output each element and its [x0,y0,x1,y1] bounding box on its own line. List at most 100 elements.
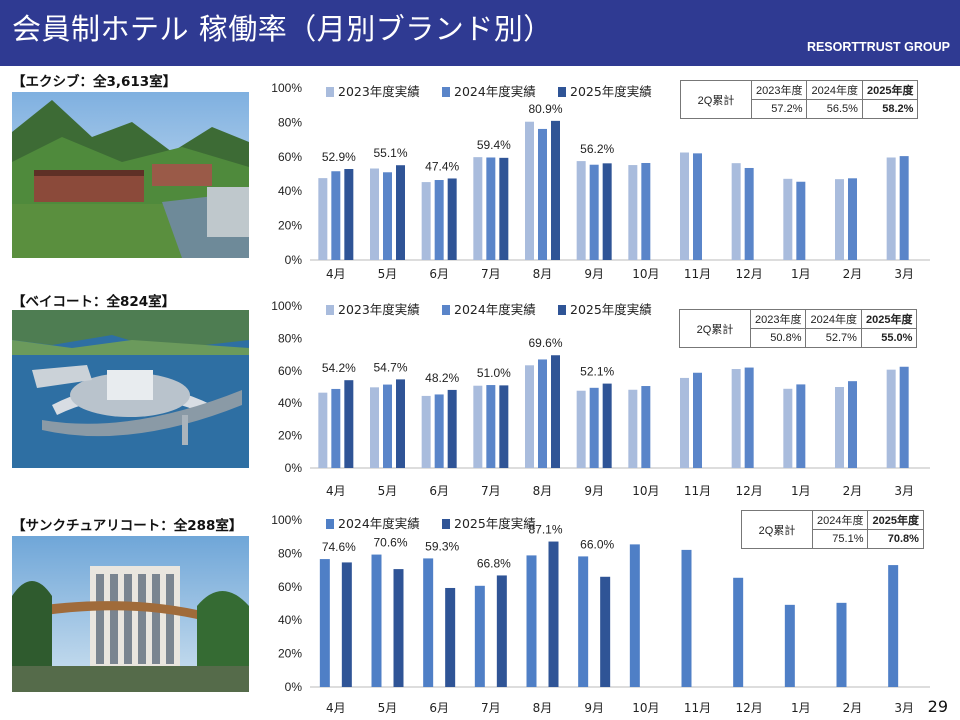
data-label: 54.2% [322,361,356,375]
bar [499,157,509,260]
x-tick-label: 10月 [632,484,659,498]
data-label: 55.1% [373,146,407,160]
bar [796,181,806,260]
stats-table-xiv: 2Q累計 2023年度 2024年度 2025年度 57.2% 56.5% 58… [680,80,919,119]
bar [393,569,404,687]
bar [848,178,857,260]
x-tick-label: 6月 [429,484,449,498]
legend-swatch [326,519,334,529]
sanctuary-hotel-photo [12,536,249,692]
legend-label: 2025年度実績 [570,84,652,99]
legend-label: 2023年度実績 [338,84,420,99]
x-tick-label: 4月 [326,267,346,281]
bar [525,365,534,468]
data-label: 59.4% [477,138,511,152]
x-tick-label: 2月 [843,701,863,715]
bar [421,182,431,260]
y-tick-label: 100% [271,299,302,313]
legend-swatch [326,87,334,97]
bar [496,575,507,687]
x-tick-label: 1月 [791,484,811,498]
bar [796,384,806,468]
stats-value: 57.2% [750,99,808,119]
legend-swatch [558,87,566,97]
data-label: 74.6% [322,540,356,554]
bar [341,562,352,687]
bar [423,558,434,687]
bar [318,392,328,468]
bar [836,602,847,687]
x-tick-label: 11月 [684,701,711,715]
bar [551,355,560,468]
y-tick-label: 40% [278,396,302,410]
bar [680,377,689,468]
chart-baycourt: 0% 20% 40% 60% 80% 100% 54.2% 4月 54.7% 5月 48.2% 6月 5… [271,299,930,498]
x-tick-label: 3月 [894,484,914,498]
data-label: 66.0% [580,537,614,551]
stats-value: 55.0% [860,328,918,348]
stats-value: 70.8% [867,529,924,549]
bar [526,555,537,687]
bar [783,178,793,260]
stats-year: 2025年度 [861,80,919,100]
bar [680,152,689,260]
bar [331,388,341,468]
bar [473,385,483,468]
bar [551,120,560,260]
y-tick-label: 0% [285,253,303,267]
bar [319,559,330,687]
stats-value: 52.7% [805,328,862,348]
bar [538,359,547,468]
bar [383,384,392,468]
data-label: 66.8% [477,556,511,570]
data-label: 47.4% [425,159,459,173]
x-tick-label: 8月 [533,267,553,281]
legend-label: 2025年度実績 [570,302,652,317]
y-tick-label: 20% [278,219,302,233]
data-label: 52.9% [322,150,356,164]
y-tick-label: 20% [278,647,302,661]
stats-year: 2024年度 [806,80,863,100]
bar [499,385,509,468]
x-tick-label: 7月 [481,484,501,498]
data-label: 59.3% [425,539,459,553]
y-tick-label: 80% [278,546,302,560]
bar [600,576,611,687]
bar [641,162,651,260]
data-label: 80.9% [528,102,562,116]
bar [331,171,341,260]
x-tick-label: 9月 [584,267,604,281]
bar [641,386,651,468]
bar [835,387,844,468]
legend-label: 2025年度実績 [454,516,536,531]
section-label-baycourt: 【ベイコート：全824室】 [12,294,176,310]
x-tick-label: 5月 [378,701,398,715]
legend-swatch [442,519,450,529]
header-bar: 会員制ホテル 稼働率（月別ブランド別） RESORTTRUST GROUP [0,0,960,66]
bar [693,372,702,468]
data-label: 48.2% [425,371,459,385]
bar [899,156,909,260]
x-tick-label: 12月 [736,701,763,715]
y-tick-label: 60% [278,364,302,378]
y-tick-label: 40% [278,613,302,627]
legend-swatch [442,87,450,97]
bar [396,379,405,468]
brand-name: RESORTTRUST GROUP [806,40,950,54]
page-title: 会員制ホテル 稼働率（月別ブランド別） [12,12,553,46]
x-tick-label: 1月 [791,701,811,715]
bar [848,381,857,468]
x-tick-label: 4月 [326,701,346,715]
x-tick-label: 11月 [684,484,711,498]
data-label: 52.1% [580,365,614,379]
bar [383,172,392,260]
bar [370,168,379,260]
stats-value: 56.5% [806,99,863,119]
y-tick-label: 80% [278,115,302,129]
bay-resort-photo [12,310,249,468]
x-tick-label: 7月 [481,267,501,281]
x-tick-label: 9月 [584,484,604,498]
page-number: 29 [927,697,948,716]
bar [589,387,599,468]
bar [835,179,844,260]
